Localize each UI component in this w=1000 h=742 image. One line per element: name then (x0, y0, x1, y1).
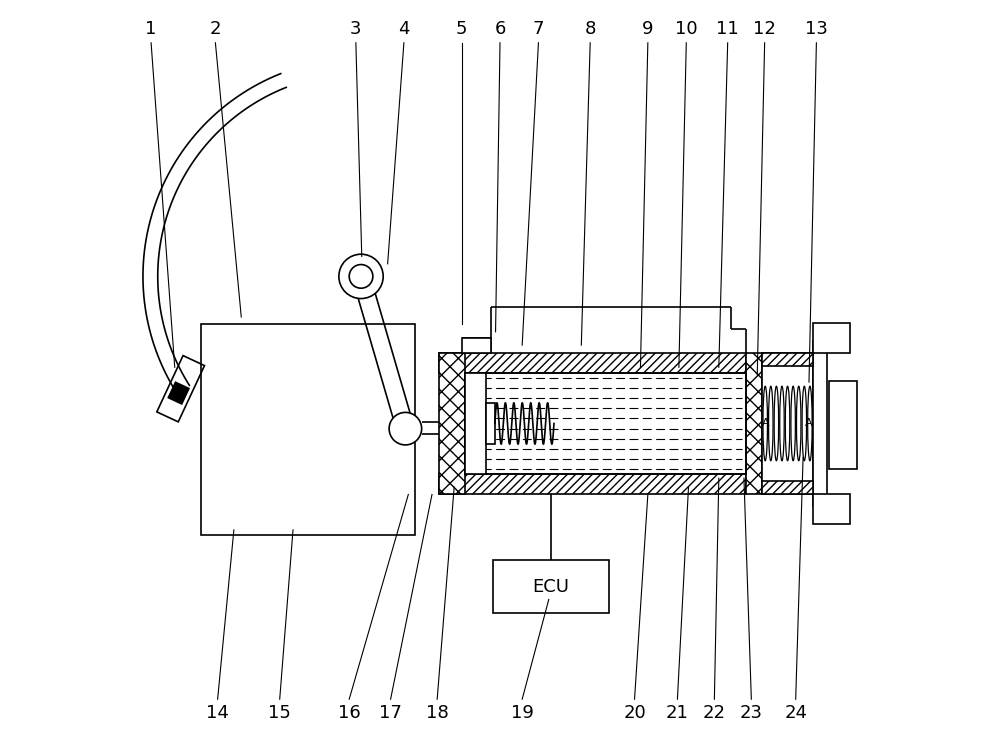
Text: 15: 15 (268, 703, 291, 721)
Bar (465, 373, 746, 473)
Text: 13: 13 (805, 21, 828, 39)
Text: 7: 7 (533, 21, 544, 39)
Bar (762, 481, 813, 494)
Text: 4: 4 (398, 21, 410, 39)
Bar (762, 352, 813, 366)
Bar (201, 324, 415, 535)
Text: 24: 24 (784, 703, 807, 721)
Text: A: A (762, 418, 770, 428)
Text: 22: 22 (703, 703, 726, 721)
Bar (829, 381, 857, 469)
Text: 23: 23 (740, 703, 763, 721)
Circle shape (339, 255, 383, 298)
Circle shape (349, 265, 373, 288)
Bar (746, 352, 762, 494)
Text: 14: 14 (206, 703, 229, 721)
Bar (439, 473, 746, 494)
Text: 12: 12 (753, 21, 776, 39)
Text: 19: 19 (511, 703, 534, 721)
Text: 6: 6 (494, 21, 506, 39)
Text: 18: 18 (426, 703, 449, 721)
Bar (465, 373, 486, 473)
Text: 20: 20 (623, 703, 646, 721)
Bar (439, 352, 465, 494)
Text: 17: 17 (379, 703, 402, 721)
Bar (439, 352, 746, 373)
Text: 16: 16 (338, 703, 361, 721)
Text: 1: 1 (145, 21, 157, 39)
Text: 9: 9 (642, 21, 654, 39)
Circle shape (389, 413, 422, 445)
Bar (813, 494, 850, 524)
Text: ECU: ECU (533, 578, 570, 596)
Text: 10: 10 (675, 21, 698, 39)
Polygon shape (168, 382, 189, 404)
Text: 2: 2 (210, 21, 221, 39)
Text: 5: 5 (456, 21, 467, 39)
Bar (486, 404, 495, 444)
Bar (462, 338, 491, 352)
Text: 21: 21 (666, 703, 689, 721)
Text: 8: 8 (584, 21, 596, 39)
Text: 11: 11 (716, 21, 739, 39)
Text: 3: 3 (350, 21, 362, 39)
Bar (493, 560, 609, 614)
Text: A: A (805, 418, 813, 428)
Bar (813, 341, 827, 505)
Bar (762, 352, 813, 494)
Bar (813, 323, 850, 352)
